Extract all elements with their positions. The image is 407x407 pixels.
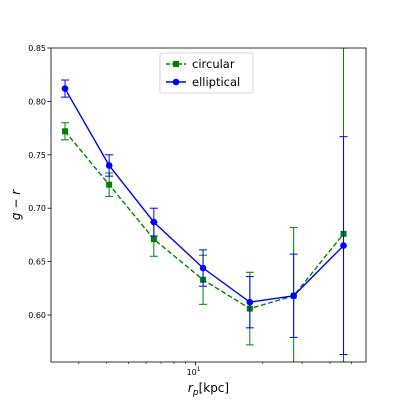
legend-marker-circular	[173, 61, 179, 67]
data-point-elliptical	[105, 162, 113, 169]
y-tick-label: 0.80	[28, 97, 46, 106]
data-point-elliptical	[290, 292, 297, 300]
x-axis-label-subscript: p	[192, 388, 199, 398]
x-tick-label: 101	[187, 366, 201, 377]
data-point-elliptical	[150, 218, 158, 226]
legend-label-circular: circular	[192, 57, 235, 71]
y-tick-label: 0.85	[28, 44, 46, 53]
data-point-elliptical	[199, 264, 207, 272]
plot-frame	[50, 47, 367, 363]
x-axis-label-unit: [kpc]	[199, 381, 230, 395]
data-point-elliptical	[246, 298, 254, 306]
data-point-circular	[150, 236, 157, 243]
data-point-circular	[62, 128, 69, 135]
y-tick-label: 0.75	[28, 151, 46, 160]
y-tick-label: 0.70	[28, 204, 46, 213]
series-elliptical	[61, 79, 348, 356]
ticks-layer: 0.60 0.65 0.70 0.75 0.80 0.85 101	[28, 44, 352, 377]
legend: circular elliptical	[159, 52, 254, 94]
data-point-circular	[106, 181, 113, 188]
series-layer	[61, 48, 348, 362]
legend-label-elliptical: elliptical	[192, 75, 240, 89]
data-point-elliptical	[61, 85, 69, 92]
x-axis-label-base: r	[188, 381, 194, 395]
y-axis-label: g − r	[9, 189, 23, 220]
legend-entry-circular: circular	[166, 57, 235, 71]
x-axis-label: rp[kpc]	[188, 381, 229, 398]
legend-marker-elliptical	[172, 78, 180, 86]
y-tick-label: 0.65	[28, 258, 46, 267]
legend-entry-elliptical: elliptical	[166, 75, 240, 89]
y-tick-label: 0.60	[28, 311, 46, 320]
series-circular	[61, 48, 348, 362]
legend-box	[159, 52, 254, 94]
data-point-elliptical	[340, 242, 347, 249]
